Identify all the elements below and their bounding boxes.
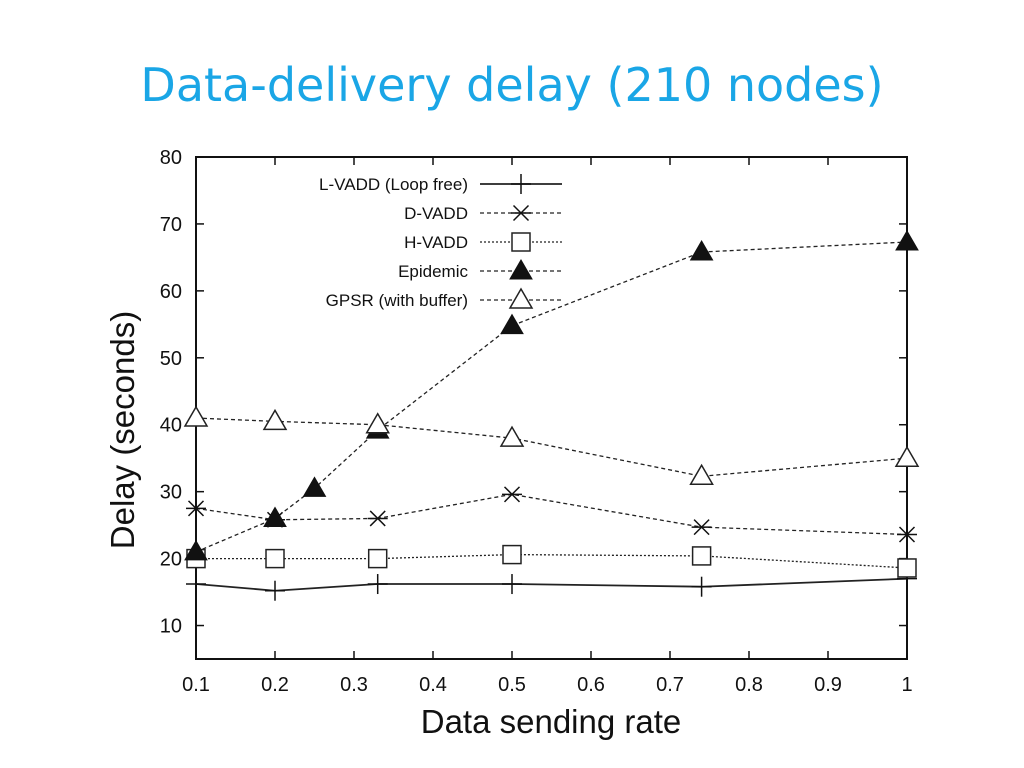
data-point <box>691 546 712 566</box>
series-line-1 <box>195 493 908 536</box>
data-point <box>262 408 288 431</box>
marker-stroke <box>693 519 710 536</box>
legend: L-VADD (Loop free) D-VADD H-VADD Epidemic GP… <box>319 174 562 310</box>
data-point <box>500 313 524 335</box>
data-point <box>186 500 206 517</box>
series-line-0 <box>195 577 908 592</box>
series-markers <box>183 230 920 601</box>
data-point <box>502 544 522 565</box>
data-point <box>897 558 917 578</box>
y-tick-label: 10 <box>160 616 182 638</box>
data-point <box>367 510 388 527</box>
x-tick-label: 0.4 <box>419 674 447 696</box>
data-point <box>499 425 525 447</box>
data-point <box>502 574 522 595</box>
legend-label: D-VADD <box>404 204 468 223</box>
marker-stroke <box>503 486 521 503</box>
axis-ticks <box>195 156 908 659</box>
legend-marker <box>511 174 531 194</box>
y-tick-label: 80 <box>160 147 182 169</box>
y-tick-label: 40 <box>160 415 182 437</box>
data-point <box>502 486 522 503</box>
y-tick-label: 30 <box>160 482 182 504</box>
data-point <box>265 580 285 601</box>
data-point <box>263 506 287 527</box>
marker-stroke <box>369 510 386 527</box>
x-tick-label: 0.7 <box>656 674 684 696</box>
series-line-4 <box>195 417 908 477</box>
data-point <box>897 526 917 543</box>
series-line-3 <box>195 241 908 553</box>
y-tick-labels: 10 20 30 40 50 60 70 80 <box>160 147 182 638</box>
x-tick-label: 1 <box>901 674 912 696</box>
legend-label: Epidemic <box>398 262 468 281</box>
x-axis-label: Data sending rate <box>421 703 682 740</box>
data-point <box>302 476 327 497</box>
data-point <box>186 574 206 595</box>
series-lines <box>195 241 908 592</box>
series-line-2 <box>196 553 908 569</box>
legend-marker <box>511 232 531 252</box>
x-tick-label: 0.8 <box>735 674 763 696</box>
y-tick-label: 50 <box>160 348 182 370</box>
x-tick-label: 0.6 <box>577 674 605 696</box>
legend-label: GPSR (with buffer) <box>326 291 468 310</box>
legend-marker <box>508 287 534 309</box>
x-tick-label: 0.1 <box>182 674 210 696</box>
data-point <box>265 548 285 569</box>
data-point <box>365 412 391 434</box>
x-tick-label: 0.2 <box>261 674 289 696</box>
slide-title: Data-delivery delay (210 nodes) <box>140 58 884 112</box>
data-point <box>894 445 920 467</box>
data-point <box>689 240 714 261</box>
x-tick-labels: 0.1 0.2 0.3 0.4 0.5 0.6 0.7 0.8 0.9 1 <box>182 674 912 696</box>
marker-stroke <box>187 500 205 517</box>
y-tick-label: 20 <box>160 549 182 571</box>
data-point <box>367 574 388 595</box>
y-tick-label: 70 <box>160 214 182 236</box>
legend-label: L-VADD (Loop free) <box>319 175 468 194</box>
y-tick-label: 60 <box>160 281 182 303</box>
data-point <box>691 519 712 536</box>
data-point <box>691 576 712 597</box>
data-point <box>183 405 209 427</box>
legend-label: H-VADD <box>404 233 468 252</box>
marker-stroke <box>898 526 916 543</box>
y-axis-label: Delay (seconds) <box>104 311 141 549</box>
legend-marker <box>509 259 533 280</box>
x-tick-label: 0.9 <box>814 674 842 696</box>
data-point <box>895 230 919 251</box>
data-point <box>184 539 208 561</box>
data-point <box>367 548 388 569</box>
x-tick-label: 0.3 <box>340 674 368 696</box>
legend-marker <box>511 204 531 222</box>
x-tick-label: 0.5 <box>498 674 526 696</box>
data-point <box>689 463 714 486</box>
marker-stroke <box>512 204 530 222</box>
